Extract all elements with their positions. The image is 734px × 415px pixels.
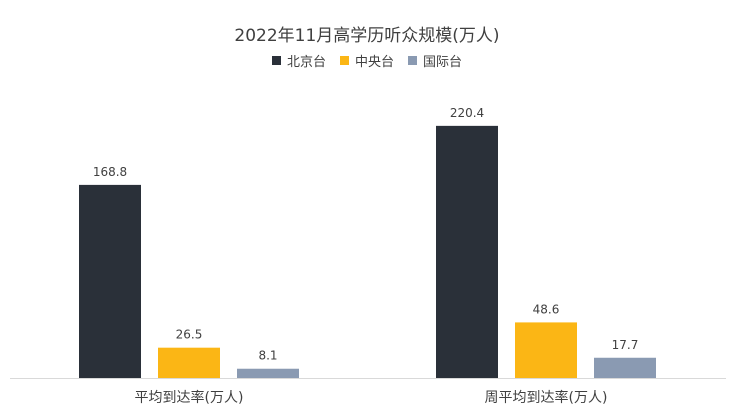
legend: 北京台 中央台 国际台 bbox=[0, 51, 734, 70]
bar-0-0 bbox=[79, 184, 141, 378]
data-label-1-1: 48.6 bbox=[533, 302, 560, 316]
legend-swatch-series-1 bbox=[339, 56, 349, 65]
bar-1-1 bbox=[515, 322, 577, 378]
bar-1-2 bbox=[594, 357, 656, 378]
category-label-0: 平均到达率(万人) bbox=[135, 389, 244, 406]
legend-label-series-2: 国际台 bbox=[423, 55, 463, 70]
bar-0-1 bbox=[158, 347, 220, 378]
bar-1-0 bbox=[436, 125, 498, 378]
data-label-1-0: 220.4 bbox=[450, 106, 484, 120]
legend-swatch-series-2 bbox=[408, 56, 417, 65]
bar-0-2 bbox=[237, 368, 299, 378]
data-label-1-2: 17.7 bbox=[612, 338, 639, 352]
chart-title: 2022年11月高学历听众规模(万人) bbox=[234, 26, 500, 46]
legend-item-series-0: 北京台 bbox=[271, 51, 326, 70]
legend-item-series-1: 中央台 bbox=[339, 51, 394, 70]
legend-label-series-0: 北京台 bbox=[286, 55, 326, 70]
legend-swatch-series-0 bbox=[271, 56, 281, 65]
legend-item-series-2: 国际台 bbox=[408, 51, 462, 70]
data-label-0-0: 168.8 bbox=[93, 165, 127, 179]
legend-label-series-1: 中央台 bbox=[354, 55, 394, 70]
category-label-1: 周平均到达率(万人) bbox=[485, 389, 608, 406]
data-label-0-2: 8.1 bbox=[258, 349, 277, 363]
data-label-0-1: 26.5 bbox=[176, 328, 203, 342]
